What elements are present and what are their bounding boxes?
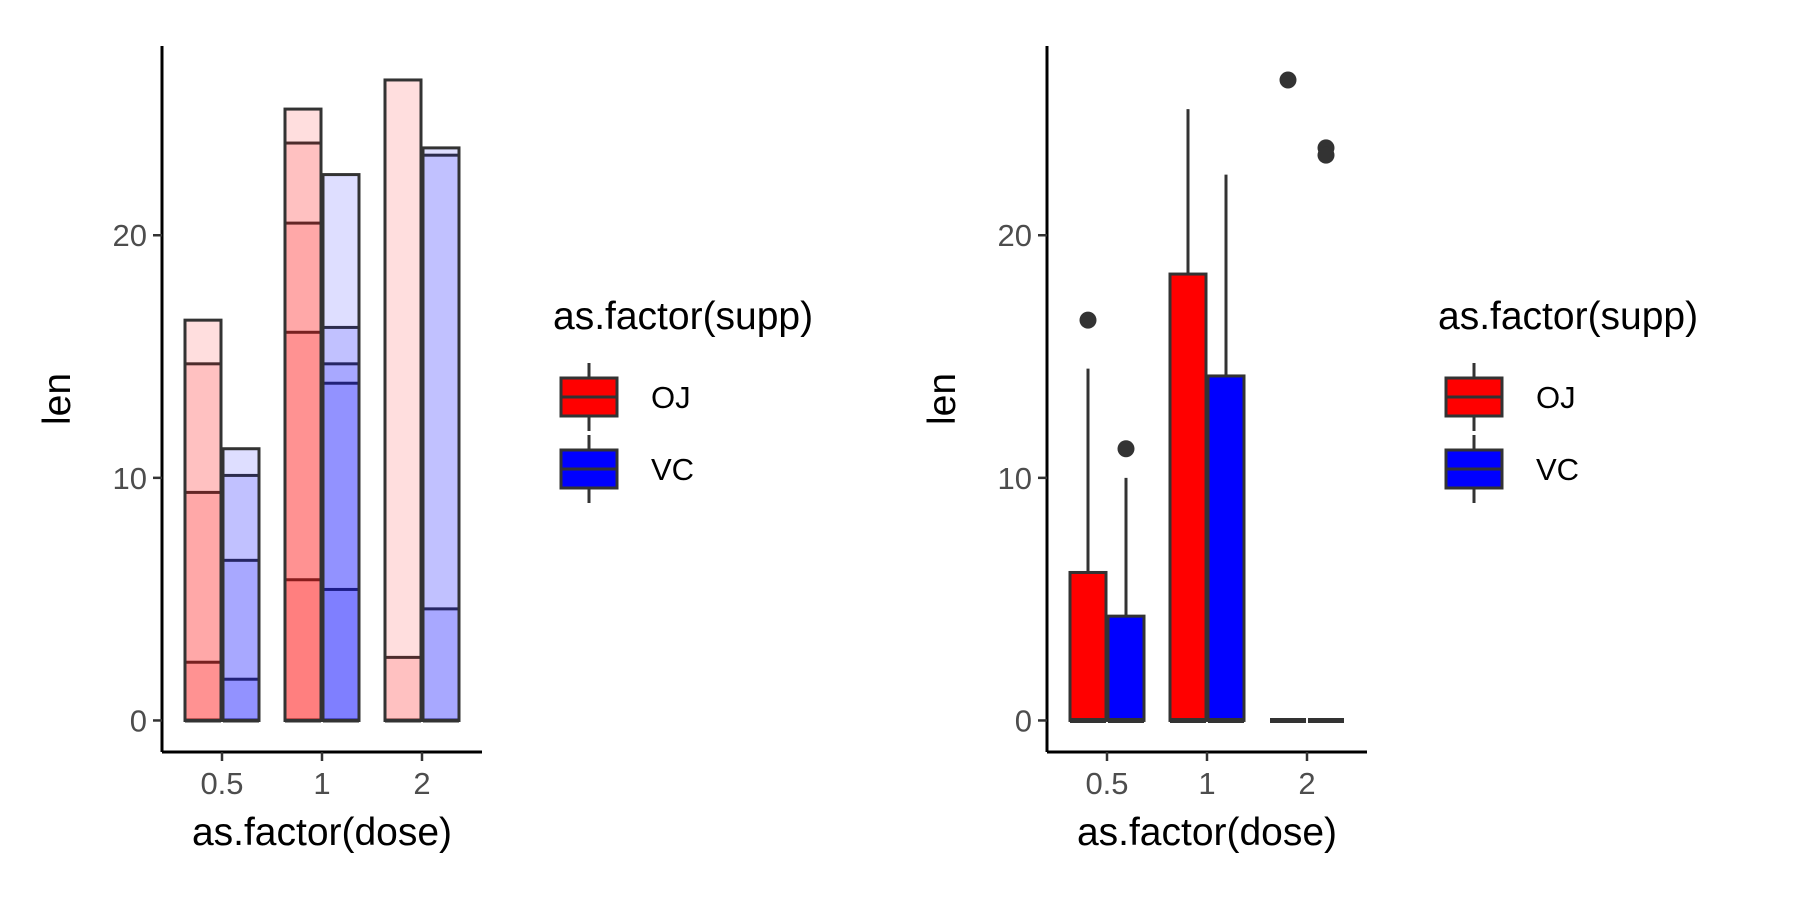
x-axis-title: as.factor(dose) bbox=[192, 811, 452, 854]
x-tick-label: 0.5 bbox=[200, 766, 243, 801]
box-oj-dose-0.5 bbox=[1068, 570, 1108, 722]
bar-oj-dose-1-4 bbox=[283, 141, 323, 722]
panel-box: 0 10 20 0.5 1 2 as.factor(dose) len as.factor(su… bbox=[921, 46, 1698, 854]
box-vc-dose-0.5-outlier-0 bbox=[1117, 440, 1135, 458]
box-oj-dose-2-outlier-0 bbox=[1279, 71, 1297, 89]
y-axis-title: len bbox=[36, 373, 79, 425]
box-oj-dose-1 bbox=[1168, 272, 1208, 722]
x-tick-label: 0.5 bbox=[1085, 766, 1128, 801]
plot-area bbox=[183, 78, 461, 723]
legend: as.factor(supp) OJ VC bbox=[1438, 295, 1698, 503]
y-tick-label: 20 bbox=[998, 218, 1032, 253]
box-vc-dose-2-outlier-1 bbox=[1317, 146, 1335, 164]
legend-title: as.factor(supp) bbox=[553, 295, 813, 338]
legend-key-vc bbox=[1444, 435, 1504, 503]
y-tick-label: 10 bbox=[113, 461, 147, 496]
legend-title: as.factor(supp) bbox=[1438, 295, 1698, 338]
x-tick-label: 2 bbox=[413, 766, 430, 801]
plot-area bbox=[1068, 71, 1344, 723]
box-oj-dose-0.5-outlier-0 bbox=[1079, 311, 1097, 329]
bar-oj-dose-0.5-4 bbox=[183, 318, 223, 722]
bar-oj-dose-1-5 bbox=[283, 107, 323, 722]
y-tick-label: 10 bbox=[998, 461, 1032, 496]
legend-label-oj: OJ bbox=[651, 380, 691, 415]
bar-oj-dose-2-2 bbox=[383, 78, 423, 722]
panel-bar: 0 10 20 0.5 1 2 as.factor(dose) len as.factor(su… bbox=[36, 46, 813, 854]
x-tick-label: 2 bbox=[1298, 766, 1315, 801]
legend-key-vc bbox=[559, 435, 619, 503]
legend-label-oj: OJ bbox=[1536, 380, 1576, 415]
box-vc-dose-0.5 bbox=[1106, 614, 1146, 722]
bar-vc-dose-0.5-4 bbox=[221, 447, 261, 722]
bar-vc-dose-2-3 bbox=[421, 146, 461, 722]
y-tick-label: 20 bbox=[113, 218, 147, 253]
y-tick-label: 0 bbox=[1015, 703, 1032, 738]
x-tick-label: 1 bbox=[313, 766, 330, 801]
x-axis-title: as.factor(dose) bbox=[1077, 811, 1337, 854]
legend-key-oj bbox=[1444, 363, 1504, 431]
x-tick-label: 1 bbox=[1198, 766, 1215, 801]
bar-vc-dose-0.5-1 bbox=[221, 677, 261, 722]
legend: as.factor(supp) OJ VC bbox=[553, 295, 813, 503]
y-axis-title: len bbox=[921, 373, 964, 425]
legend-label-vc: VC bbox=[1536, 452, 1579, 487]
box-vc-dose-1 bbox=[1206, 374, 1246, 722]
legend-label-vc: VC bbox=[651, 452, 694, 487]
bar-vc-dose-0.5-2 bbox=[221, 558, 261, 722]
bar-vc-dose-1-5 bbox=[321, 173, 361, 722]
y-tick-label: 0 bbox=[130, 703, 147, 738]
legend-key-oj bbox=[559, 363, 619, 431]
